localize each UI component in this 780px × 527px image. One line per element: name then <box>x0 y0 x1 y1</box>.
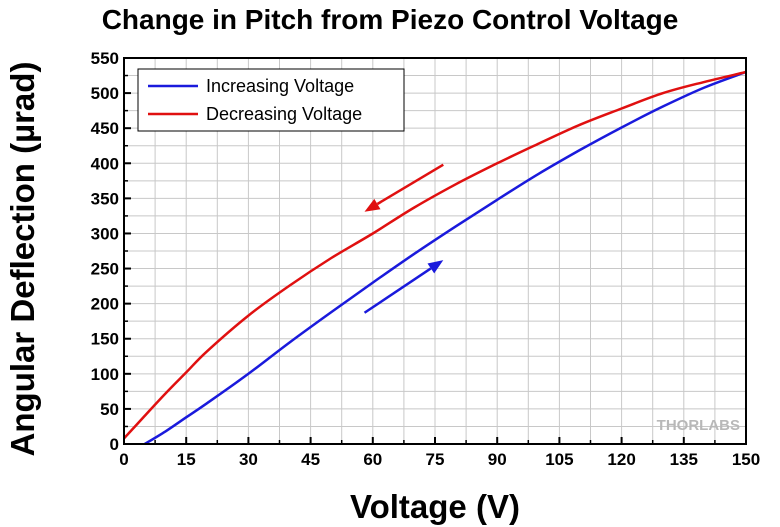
direction-arrow-head <box>427 260 444 274</box>
x-tick-label: 105 <box>545 450 573 469</box>
direction-arrow-shaft <box>376 163 444 206</box>
direction-arrow-head <box>364 198 381 212</box>
tick-layer: 0 15 30 45 60 75 90 105 120 135 150 0 50 100 150 200 250… <box>91 49 761 469</box>
legend-label-increasing: Increasing Voltage <box>206 76 354 96</box>
chart-title: Change in Pitch from Piezo Control Volta… <box>101 4 679 35</box>
y-tick-label: 250 <box>91 260 119 279</box>
x-tick-label: 75 <box>426 450 445 469</box>
y-tick-label: 500 <box>91 84 119 103</box>
x-tick-label: 0 <box>119 450 128 469</box>
series-layer <box>123 70 747 446</box>
y-tick-label: 400 <box>91 154 119 173</box>
x-tick-label: 120 <box>607 450 635 469</box>
y-tick-label: 200 <box>91 295 119 314</box>
y-tick-label: 450 <box>91 119 119 138</box>
series-line-increasing <box>144 70 747 446</box>
y-tick-label: 350 <box>91 189 119 208</box>
x-tick-label: 90 <box>488 450 507 469</box>
y-axis-label: Angular Deflection (µrad) <box>4 62 41 457</box>
y-tick-label: 0 <box>110 435 119 454</box>
x-tick-label: 30 <box>239 450 258 469</box>
legend-box <box>137 68 405 132</box>
y-tick-label: 550 <box>91 49 119 68</box>
x-tick-label: 60 <box>363 450 382 469</box>
x-tick-label: 15 <box>177 450 196 469</box>
x-tick-label: 150 <box>732 450 760 469</box>
y-tick-label: 300 <box>91 224 119 243</box>
series-line-decreasing <box>123 70 747 440</box>
legend-label-decreasing: Decreasing Voltage <box>206 104 362 124</box>
y-tick-label: 150 <box>91 330 119 349</box>
legend: Increasing Voltage Decreasing Voltage <box>137 68 405 132</box>
y-tick-label: 50 <box>100 400 119 419</box>
direction-arrow-shaft <box>363 267 432 314</box>
x-axis-label: Voltage (V) <box>350 488 520 525</box>
annotation-layer <box>363 163 444 314</box>
x-tick-label: 45 <box>301 450 320 469</box>
x-tick-label: 135 <box>670 450 698 469</box>
y-tick-label: 100 <box>91 365 119 384</box>
thorlabs-watermark: THORLABS <box>657 417 740 434</box>
